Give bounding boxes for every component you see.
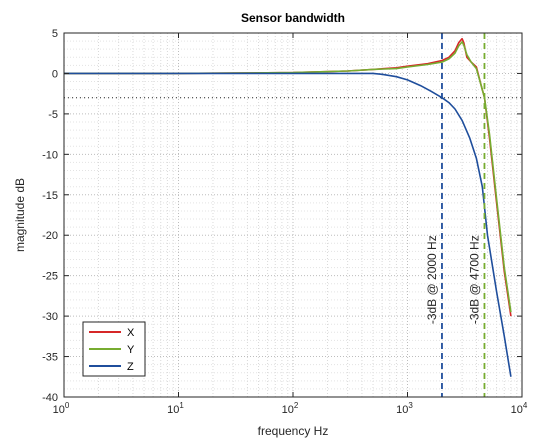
y-tick-label: -10 <box>42 149 58 161</box>
x-axis-label: frequency Hz <box>258 424 329 438</box>
x-tick-label: 103 <box>396 401 413 416</box>
y-tick-label: -40 <box>42 392 58 404</box>
x-tick-label: 101 <box>167 401 184 416</box>
y-tick-label: -25 <box>42 271 58 283</box>
y-tick-label: -30 <box>42 311 58 323</box>
x-ticks: 100 101 102 103 104 <box>53 33 528 416</box>
markers: -3dB @ 2000 Hz -3dB @ 4700 Hz <box>425 33 486 397</box>
x-tick-label: 104 <box>511 401 528 416</box>
y-tick-label: -35 <box>42 352 58 364</box>
chart-title: Sensor bandwidth <box>241 11 345 25</box>
y-tick-label: -5 <box>48 109 58 121</box>
x-tick-label: 102 <box>282 401 299 416</box>
marker-label-4700: -3dB @ 4700 Hz <box>467 235 481 324</box>
x-tick-label: 100 <box>53 401 70 416</box>
legend-label-y: Y <box>127 344 135 356</box>
legend: XYZ <box>82 321 146 377</box>
legend-label-x: X <box>127 327 135 339</box>
y-tick-label: -15 <box>42 190 58 202</box>
y-tick-label: 5 <box>52 28 58 40</box>
y-ticks: 5 0 -5 -10 -15 -20 -25 -30 -35 -40 <box>42 28 522 404</box>
y-tick-label: 0 <box>52 68 58 80</box>
series-line-y <box>64 41 512 313</box>
marker-label-2000: -3dB @ 2000 Hz <box>425 235 439 324</box>
y-tick-label: -20 <box>42 230 58 242</box>
legend-label-z: Z <box>127 361 134 373</box>
y-axis-label: magnitude dB <box>13 178 27 252</box>
